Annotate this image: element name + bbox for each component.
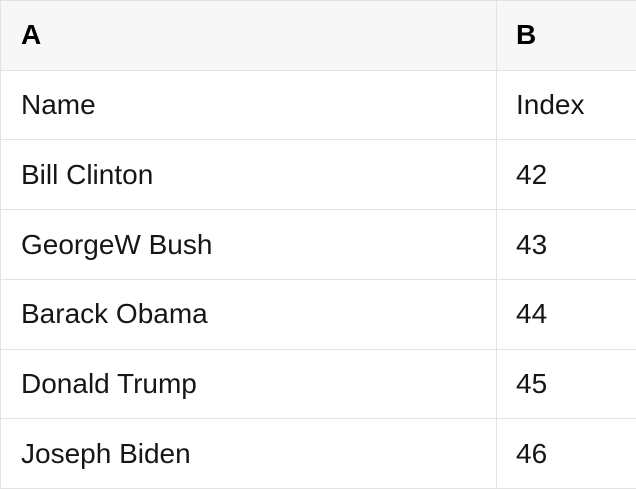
cell-index-45[interactable]: 45: [516, 367, 548, 399]
cell-name-bill-clinton[interactable]: Bill Clinton: [1, 140, 497, 210]
table-row: GeorgeW Bush 43: [1, 210, 636, 280]
cell-name-barack-obama[interactable]: Barack Obama: [1, 279, 497, 349]
cell-index-header[interactable]: Index: [516, 89, 585, 121]
table-row: Name Index: [1, 70, 636, 141]
table-row: Donald Trump 45: [1, 349, 636, 420]
cell-name-header[interactable]: Name: [1, 70, 497, 140]
cell-name-joseph-biden[interactable]: Joseph Biden: [1, 419, 497, 489]
column-header-row: A B: [1, 1, 636, 71]
cell-index-44[interactable]: 44: [516, 298, 548, 330]
cell-index-42[interactable]: 42: [516, 158, 548, 190]
cell-name-donald-trump[interactable]: Donald Trump: [1, 349, 497, 419]
cell-index-43[interactable]: 43: [516, 228, 548, 260]
cell-index-46[interactable]: 46: [516, 437, 548, 469]
table-row: Bill Clinton 42: [1, 140, 636, 211]
column-header-b[interactable]: B: [497, 1, 636, 70]
cell-name-georgew-bush[interactable]: GeorgeW Bush: [1, 210, 497, 279]
column-header-a[interactable]: A: [1, 1, 497, 70]
table-row: Joseph Biden 46: [1, 419, 636, 489]
table-row: Barack Obama 44: [1, 279, 636, 350]
